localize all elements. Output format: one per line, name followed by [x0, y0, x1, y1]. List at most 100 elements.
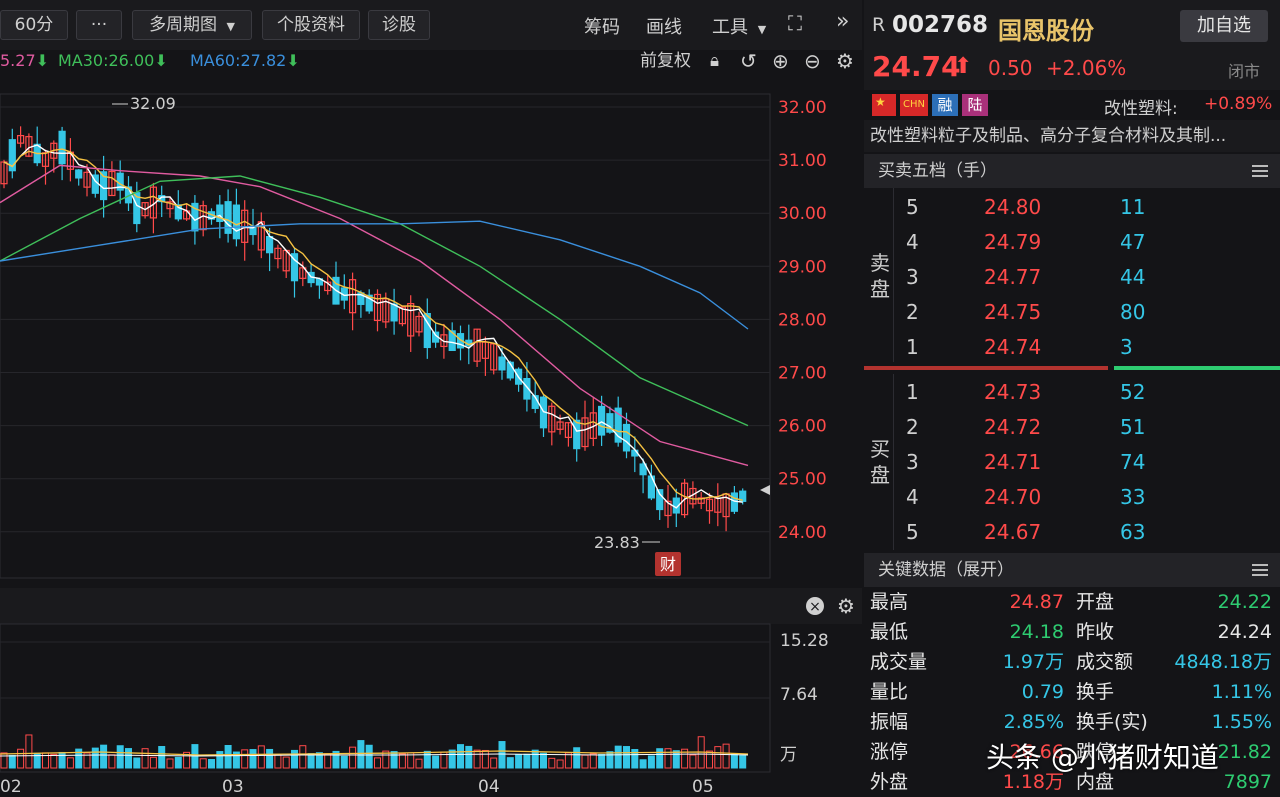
add-watchlist-button[interactable]: 加自选 — [1180, 10, 1268, 42]
vol-axis-mid: 7.64 — [780, 685, 818, 705]
volume-bar — [432, 755, 440, 769]
x-label-02: 02 — [0, 777, 22, 796]
sector-change: +0.89% — [1204, 94, 1273, 114]
sell-row-2[interactable]: 2 24.75 80 — [906, 300, 1146, 324]
candle-body — [141, 202, 149, 217]
candle-body — [299, 267, 307, 279]
keydata-label: 换手(实) — [1076, 711, 1148, 733]
keydata-value: 1.11% — [1211, 681, 1272, 703]
tools-menu[interactable]: 工具 ▼ — [712, 13, 766, 39]
volume-bar — [531, 749, 539, 769]
zoom-in-icon[interactable]: ⊕ — [772, 49, 789, 73]
period-button[interactable]: 60分 — [0, 10, 68, 40]
volume-bar — [374, 757, 381, 769]
candle-body — [8, 139, 16, 172]
financial-report-badge[interactable]: 财 — [655, 552, 681, 576]
multi-period-label: 多周期图 — [149, 15, 218, 35]
buy-row-5[interactable]: 5 24.67 63 — [906, 520, 1146, 544]
volume-bar — [266, 748, 274, 769]
buy-row-1[interactable]: 1 24.73 52 — [906, 380, 1146, 404]
settings-gear-icon[interactable]: ⚙ — [836, 49, 854, 73]
volume-bar — [83, 752, 91, 769]
price-pane-frame — [0, 93, 771, 579]
y-axis-label: 31.00 — [778, 151, 827, 171]
candlesticks — [0, 126, 747, 532]
margin-tag[interactable]: 融 — [932, 94, 958, 116]
candle-body — [614, 407, 622, 443]
sell-row-5[interactable]: 5 24.80 11 — [906, 195, 1146, 219]
menu-icon[interactable] — [1252, 564, 1268, 576]
candle-body — [523, 378, 531, 400]
kline-chart[interactable]: 32.00 31.00 30.00 29.00 28.00 27.00 26.00 25.00… — [0, 72, 862, 796]
volume-bar — [473, 749, 481, 769]
diagnose-button[interactable]: 诊股 — [368, 10, 430, 40]
buy-row-3[interactable]: 3 24.71 74 — [906, 450, 1146, 474]
more-button[interactable]: ··· — [76, 10, 122, 40]
close-pane-icon[interactable]: × — [806, 597, 824, 615]
volume-bar — [108, 754, 116, 769]
buy-side-label: 买盘 — [864, 374, 894, 550]
volume-settings-gear-icon[interactable]: ⚙ — [837, 594, 855, 618]
ma30-legend: MA30:26.00⬇ — [58, 51, 168, 70]
buy-row-2[interactable]: 2 24.72 51 — [906, 415, 1146, 439]
volume-bar — [689, 754, 697, 769]
candle-body — [473, 328, 481, 362]
volume-bar — [589, 753, 597, 769]
sector-label[interactable]: 改性塑料: — [1104, 99, 1178, 119]
candle-body — [390, 303, 398, 322]
stock-info-button[interactable]: 个股资料 — [262, 10, 360, 40]
sell-row-1[interactable]: 1 24.74 3 — [906, 335, 1133, 359]
lock-icon[interactable]: 🔒︎ — [710, 51, 720, 71]
keydata-value: 7897 — [1223, 771, 1272, 793]
candle-body — [705, 498, 714, 512]
buy-row-4[interactable]: 4 24.70 33 — [906, 485, 1146, 509]
volume-bar — [706, 750, 713, 769]
volume-bar — [307, 753, 315, 769]
ma10-line — [3, 148, 743, 501]
keydata-value: 0.79 — [1021, 681, 1064, 703]
volume-bar — [498, 741, 506, 769]
volume-bar — [291, 749, 298, 769]
keydata-value: 21.82 — [1217, 741, 1272, 763]
volume-bar — [448, 749, 456, 769]
volume-bar — [623, 746, 630, 769]
chn-tag[interactable]: CHN — [900, 94, 928, 116]
connect-tag[interactable]: 陆 — [962, 94, 988, 116]
buy-ratio-bar — [1114, 366, 1280, 370]
candle-body — [382, 298, 390, 323]
candle-body — [373, 293, 382, 322]
keydata-label: 昨收 — [1076, 621, 1115, 643]
volume-bar — [656, 748, 664, 769]
keydata-title: 关键数据（展开） — [878, 560, 1014, 580]
sell-row-3[interactable]: 3 24.77 44 — [906, 265, 1146, 289]
draw-link[interactable]: 画线 — [646, 17, 682, 38]
multi-period-button[interactable]: 多周期图 ▼ — [132, 10, 252, 40]
orderbook: 卖盘 买盘 5 24.80 11 4 24.79 47 3 24.77 44 2 24.75 8… — [864, 188, 1280, 550]
keydata-value: 2.85% — [1003, 711, 1064, 733]
candle-body — [83, 171, 91, 188]
keydata-header[interactable]: 关键数据（展开） — [864, 553, 1280, 587]
fullscreen-icon[interactable]: ⛶ — [788, 11, 802, 35]
candle-body — [498, 356, 506, 371]
collapse-right-icon[interactable]: » — [836, 9, 850, 34]
vol-axis-unit: 万 — [780, 745, 797, 765]
menu-icon[interactable] — [1252, 165, 1268, 177]
china-flag-icon: ★ — [872, 94, 896, 116]
stock-code: 002768 — [892, 12, 989, 38]
volume-bar — [506, 757, 514, 769]
adjust-mode-button[interactable]: 前复权 — [640, 51, 691, 71]
sell-row-4[interactable]: 4 24.79 47 — [906, 230, 1146, 254]
volume-ma-line — [0, 750, 749, 756]
zoom-out-icon[interactable]: ⊖ — [804, 49, 821, 73]
volume-bar — [208, 759, 215, 769]
keydata-row: 外盘 1.18万 内盘 7897 — [864, 767, 1280, 797]
candle-body — [174, 204, 182, 220]
volume-bar — [282, 756, 290, 769]
y-axis-label: 32.00 — [778, 98, 827, 118]
ma60-legend: MA60:27.82⬇ — [190, 51, 300, 70]
undo-icon[interactable]: ↺ — [740, 49, 757, 73]
candle-body — [548, 405, 556, 433]
candle-body — [680, 482, 689, 516]
chips-link[interactable]: 筹码 — [584, 17, 620, 38]
business-description: 改性塑料粒子及制品、高分子复合材料及其制... — [864, 120, 1280, 152]
